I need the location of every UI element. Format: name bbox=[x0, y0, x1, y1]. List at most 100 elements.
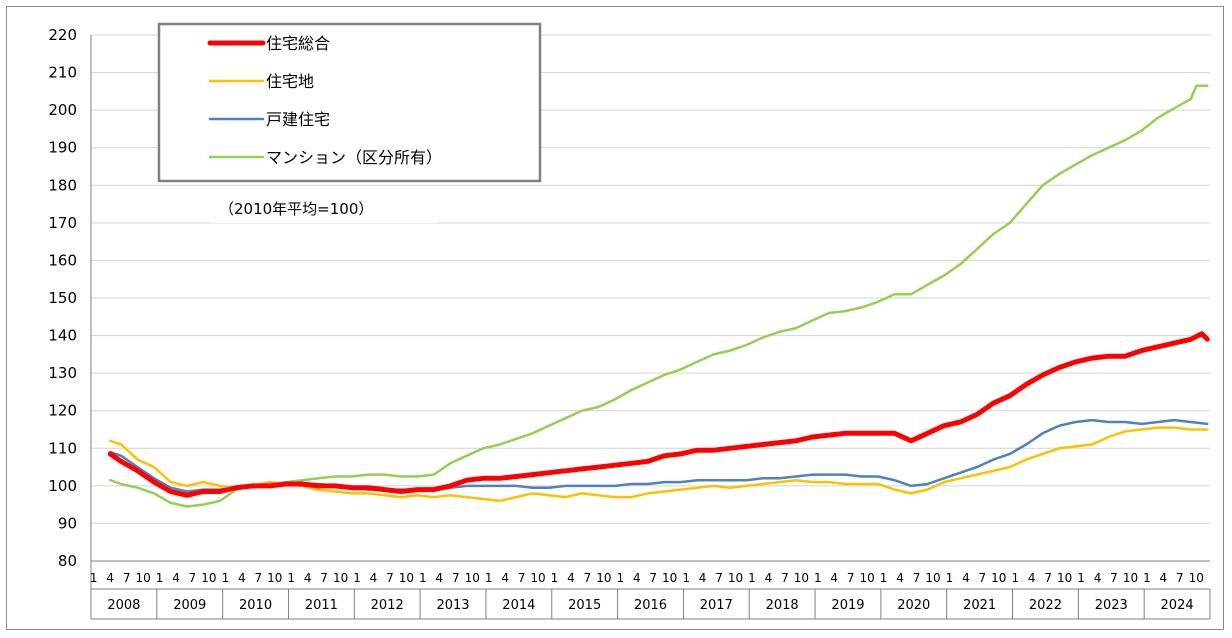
note-background bbox=[212, 193, 438, 223]
y-tick-label: 110 bbox=[48, 439, 77, 457]
month-tick-label: 1 bbox=[682, 571, 690, 585]
month-tick-label: 4 bbox=[1028, 571, 1036, 585]
month-tick-label: 4 bbox=[830, 571, 838, 585]
y-tick-label: 190 bbox=[48, 139, 77, 157]
y-tick-label: 220 bbox=[48, 26, 77, 44]
y-tick-label: 90 bbox=[58, 514, 77, 532]
month-tick-label: 10 bbox=[1189, 571, 1204, 585]
month-tick-label: 10 bbox=[1123, 571, 1138, 585]
month-tick-label: 1 bbox=[1143, 571, 1151, 585]
series-line bbox=[108, 426, 1209, 503]
month-tick-label: 4 bbox=[567, 571, 575, 585]
month-tick-label: 1 bbox=[617, 571, 625, 585]
month-tick-label: 10 bbox=[1057, 571, 1072, 585]
y-tick-label: 130 bbox=[48, 364, 77, 382]
month-tick-label: 4 bbox=[962, 571, 970, 585]
month-tick-label: 4 bbox=[765, 571, 773, 585]
month-tick-label: 4 bbox=[896, 571, 904, 585]
month-tick-label: 10 bbox=[925, 571, 940, 585]
month-tick-label: 1 bbox=[1011, 571, 1019, 585]
year-label: 2012 bbox=[371, 598, 404, 613]
month-tick-label: 4 bbox=[106, 571, 114, 585]
year-label: 2016 bbox=[634, 598, 667, 613]
month-tick-label: 4 bbox=[172, 571, 180, 585]
month-tick-label: 10 bbox=[465, 571, 480, 585]
legend-label: マンション（区分所有） bbox=[266, 148, 442, 167]
y-tick-label: 210 bbox=[48, 64, 77, 82]
month-tick-label: 10 bbox=[662, 571, 677, 585]
month-tick-label: 1 bbox=[419, 571, 427, 585]
month-tick-label: 4 bbox=[435, 571, 443, 585]
month-tick-label: 7 bbox=[781, 571, 789, 585]
year-label: 2011 bbox=[305, 598, 338, 613]
year-label: 2023 bbox=[1095, 598, 1128, 613]
month-tick-label: 7 bbox=[847, 571, 855, 585]
y-tick-label: 170 bbox=[48, 214, 77, 232]
year-label: 2013 bbox=[436, 598, 469, 613]
month-tick-label: 7 bbox=[123, 571, 131, 585]
legend-box bbox=[157, 22, 542, 183]
y-axis: 80 90 100 110 120 130 140 150 160 170 180 190 200 210… bbox=[48, 26, 92, 619]
month-tick-label: 4 bbox=[370, 571, 378, 585]
month-tick-label: 10 bbox=[860, 571, 875, 585]
y-tick-label: 100 bbox=[48, 477, 77, 495]
month-tick-label: 1 bbox=[814, 571, 822, 585]
month-tick-label: 4 bbox=[1160, 571, 1168, 585]
month-tick-label: 7 bbox=[1110, 571, 1118, 585]
year-label: 2021 bbox=[963, 598, 996, 613]
year-label: 2010 bbox=[239, 598, 272, 613]
month-tick-label: 4 bbox=[699, 571, 707, 585]
year-label: 2020 bbox=[897, 598, 930, 613]
legend-label: 住宅総合 bbox=[266, 34, 330, 53]
month-tick-label: 1 bbox=[287, 571, 295, 585]
year-label: 2008 bbox=[107, 598, 140, 613]
month-tick-label: 1 bbox=[485, 571, 493, 585]
month-tick-label: 7 bbox=[452, 571, 460, 585]
month-tick-label: 4 bbox=[1094, 571, 1102, 585]
month-tick-label: 1 bbox=[880, 571, 888, 585]
year-label: 2009 bbox=[173, 598, 206, 613]
month-tick-label: 10 bbox=[530, 571, 545, 585]
y-tick-label: 160 bbox=[48, 251, 77, 269]
month-tick-label: 4 bbox=[304, 571, 312, 585]
month-tick-label: 4 bbox=[633, 571, 641, 585]
chart-frame: 80 90 100 110 120 130 140 150 160 170 180 190 200 210… bbox=[6, 6, 1224, 630]
base-note: （2010年平均=100） bbox=[219, 200, 373, 218]
month-tick-label: 7 bbox=[584, 571, 592, 585]
month-tick-label: 7 bbox=[518, 571, 526, 585]
month-tick-label: 7 bbox=[1176, 571, 1184, 585]
month-tick-label: 4 bbox=[501, 571, 509, 585]
month-tick-label: 7 bbox=[386, 571, 394, 585]
year-label: 2018 bbox=[766, 598, 799, 613]
line-chart: 8090100110120130140150160170180190200210… bbox=[48, 22, 1211, 620]
month-tick-label: 10 bbox=[399, 571, 414, 585]
month-tick-label: 7 bbox=[649, 571, 657, 585]
month-tick-label: 10 bbox=[991, 571, 1006, 585]
month-tick-label: 1 bbox=[156, 571, 164, 585]
month-tick-label: 7 bbox=[913, 571, 921, 585]
month-tick-label: 7 bbox=[320, 571, 328, 585]
month-tick-label: 7 bbox=[1044, 571, 1052, 585]
month-tick-label: 7 bbox=[189, 571, 197, 585]
series-line bbox=[107, 331, 1210, 498]
y-tick-label: 120 bbox=[48, 402, 77, 420]
legend-label: 住宅地 bbox=[266, 72, 314, 91]
year-label: 2024 bbox=[1161, 598, 1194, 613]
month-tick-label: 1 bbox=[748, 571, 756, 585]
note-box: （2010年平均=100） bbox=[212, 193, 438, 223]
month-tick-label: 10 bbox=[333, 571, 348, 585]
month-tick-label: 1 bbox=[353, 571, 361, 585]
month-tick-label: 10 bbox=[596, 571, 611, 585]
month-tick-label: 4 bbox=[238, 571, 246, 585]
month-tick-label: 10 bbox=[135, 571, 150, 585]
y-tick-label: 80 bbox=[58, 552, 77, 570]
month-tick-label: 1 bbox=[551, 571, 559, 585]
month-tick-label: 1 bbox=[222, 571, 230, 585]
month-tick-label: 7 bbox=[979, 571, 987, 585]
y-tick-label: 140 bbox=[48, 327, 77, 345]
plot-area bbox=[107, 84, 1210, 508]
year-label: 2019 bbox=[831, 598, 864, 613]
month-tick-label: 10 bbox=[267, 571, 282, 585]
